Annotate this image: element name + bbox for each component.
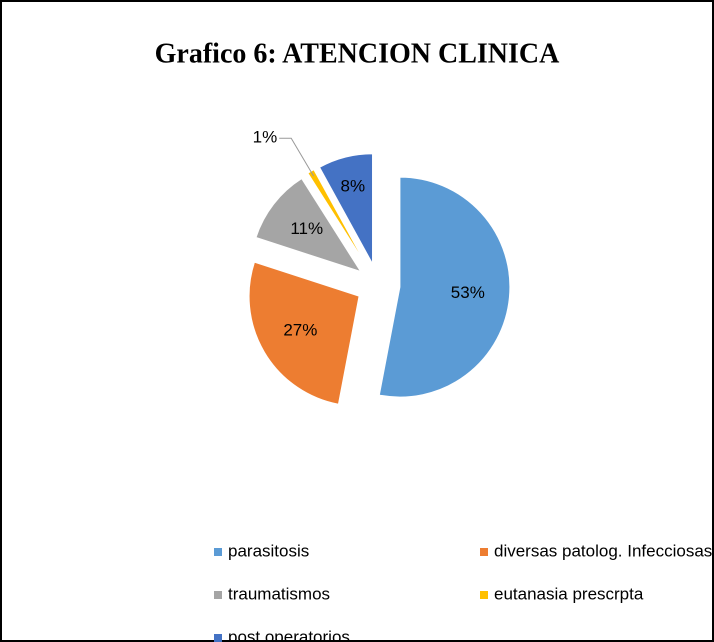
legend-label: parasitosis — [228, 541, 309, 560]
legend-label: post operatorios — [228, 627, 350, 642]
legend-label: diversas patolog. Infecciosas — [494, 541, 712, 560]
legend-swatch — [214, 634, 222, 642]
data-label: 27% — [283, 320, 317, 339]
legend-swatch — [480, 591, 488, 599]
legend-label: eutanasia prescrpta — [494, 584, 644, 603]
chart-title: Grafico 6: ATENCION CLINICA — [155, 38, 560, 69]
pie-slice — [318, 153, 374, 264]
data-label: 1% — [253, 128, 278, 147]
data-label: 8% — [341, 176, 366, 195]
pie-slice — [255, 177, 362, 273]
data-label: 11% — [290, 219, 323, 238]
pie-slice — [248, 261, 360, 405]
legend-swatch — [480, 548, 488, 556]
legend-label: traumatismos — [228, 584, 330, 603]
data-label: 53% — [451, 283, 485, 302]
legend-swatch — [214, 591, 222, 599]
leader-line — [279, 137, 315, 177]
legend-swatch — [214, 548, 222, 556]
pie-slice — [378, 176, 511, 398]
